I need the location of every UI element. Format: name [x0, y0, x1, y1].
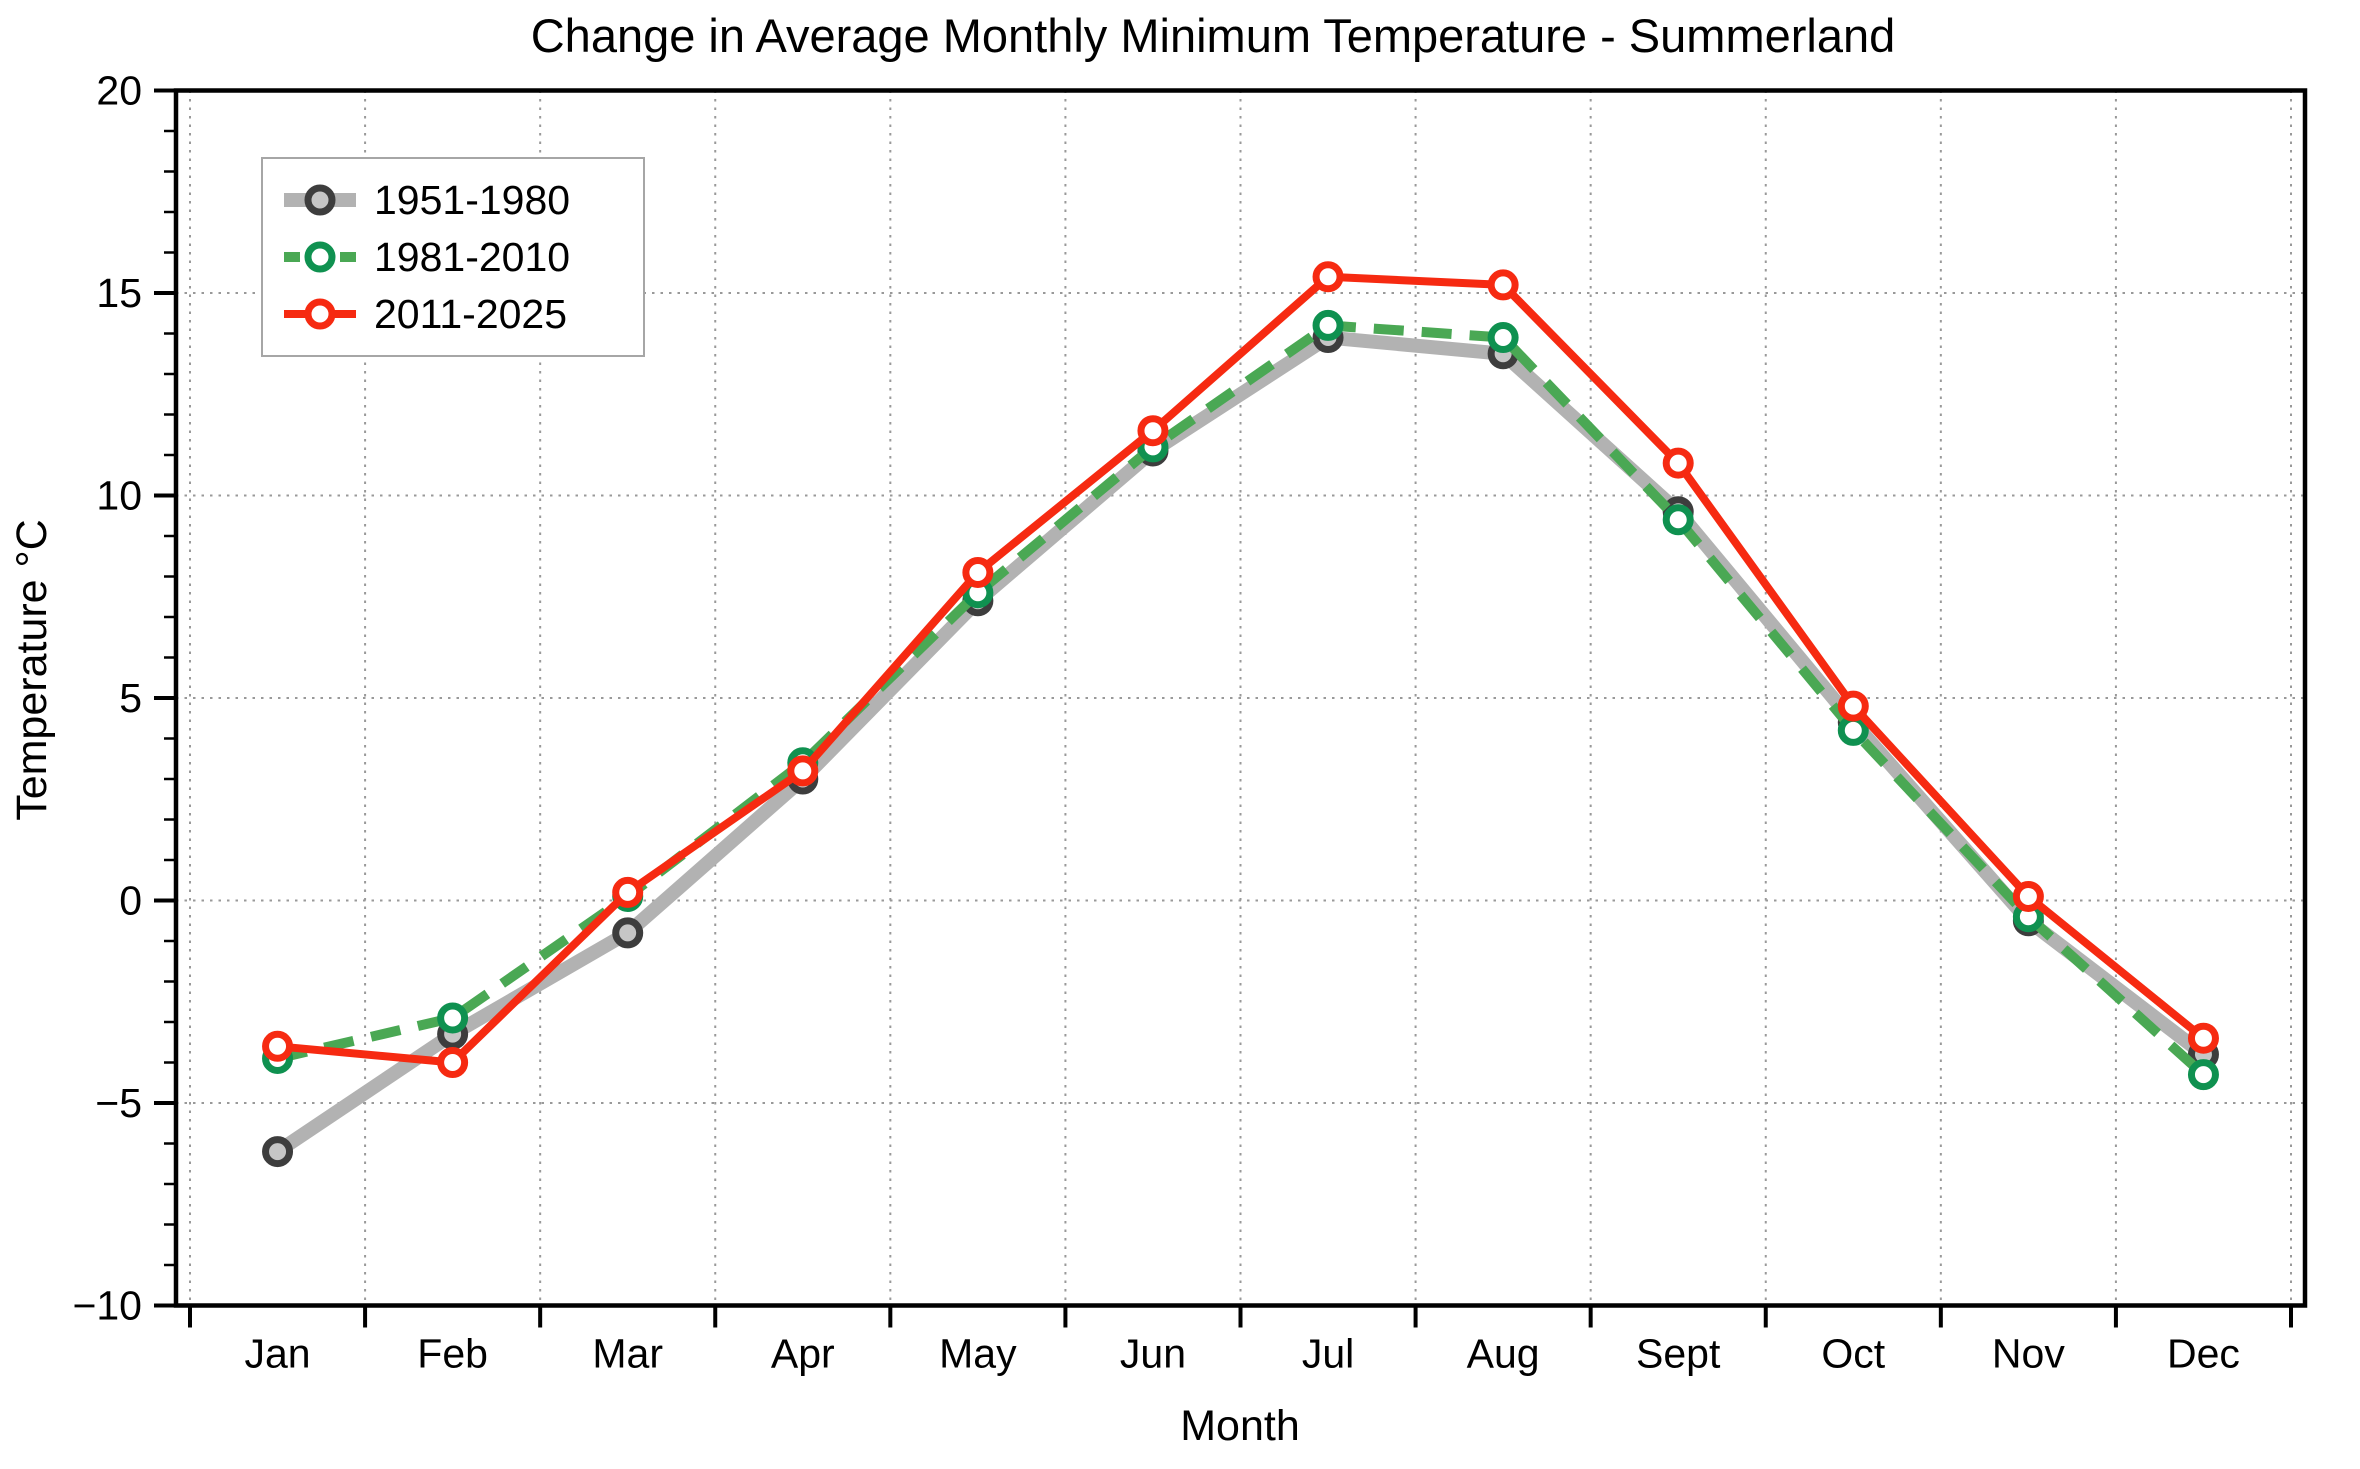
- x-tick-label: Mar: [592, 1331, 663, 1377]
- x-tick-label: Oct: [1821, 1331, 1885, 1377]
- x-tick-label: Feb: [417, 1331, 488, 1377]
- y-tick-label: −10: [72, 1283, 142, 1329]
- y-tick-label: 15: [96, 270, 142, 316]
- legend-label-1981-2010: 1981-2010: [374, 234, 570, 280]
- data-point-1951-1980-Jan: [262, 1136, 294, 1168]
- gridlines-layer: [176, 90, 2305, 1306]
- data-point-2011-2025-Sept: [1662, 447, 1694, 479]
- y-tick-label: 5: [119, 675, 142, 721]
- data-point-2011-2025-Dec: [2187, 1022, 2219, 1054]
- data-point-1981-2010-Oct: [1837, 714, 1869, 746]
- y-tick-label: 10: [96, 473, 142, 519]
- series-layer: [262, 261, 2219, 1168]
- data-point-1981-2010-Feb: [437, 1002, 469, 1034]
- legend: 1951-1980 1981-2010 2011-2025: [261, 157, 645, 357]
- data-point-2011-2025-Jul: [1312, 261, 1344, 293]
- x-tick-label: Jan: [244, 1331, 310, 1377]
- chart-title: Change in Average Monthly Minimum Temper…: [531, 9, 1896, 62]
- legend-sample-marker-1981-2010: [304, 241, 336, 273]
- x-tick-label: Apr: [771, 1331, 835, 1377]
- data-point-2011-2025-Nov: [2012, 880, 2044, 912]
- x-tick-label: Jul: [1302, 1331, 1354, 1377]
- x-tick-label: Nov: [1992, 1331, 2065, 1377]
- x-tick-label: May: [939, 1331, 1017, 1377]
- legend-label-1951-1980: 1951-1980: [374, 177, 570, 223]
- data-point-2011-2025-Feb: [437, 1047, 469, 1078]
- series-line-1951-1980: [273, 330, 2208, 1158]
- data-point-2011-2025-Oct: [1837, 690, 1869, 722]
- data-point-1981-2010-Aug: [1487, 322, 1519, 354]
- data-point-1981-2010-Dec: [2187, 1059, 2219, 1091]
- y-tick-label: 0: [119, 878, 142, 924]
- x-tick-label: Sept: [1636, 1331, 1721, 1377]
- data-point-1981-2010-Jul: [1312, 309, 1344, 341]
- legend-sample-marker-2011-2025: [304, 298, 336, 330]
- x-tick-label: Aug: [1467, 1331, 1540, 1377]
- data-point-2011-2025-Apr: [787, 755, 819, 787]
- data-point-2011-2025-Jun: [1137, 415, 1169, 447]
- data-point-1981-2010-Sept: [1662, 504, 1694, 536]
- data-point-2011-2025-Mar: [612, 876, 644, 908]
- y-tick-label: 20: [96, 68, 142, 114]
- x-tick-label: Jun: [1120, 1331, 1186, 1377]
- x-axis-label: Month: [1180, 1402, 1300, 1450]
- data-point-2011-2025-Aug: [1487, 269, 1519, 301]
- legend-sample-marker-1951-1980: [304, 184, 336, 216]
- legend-label-2011-2025: 2011-2025: [374, 291, 567, 337]
- data-point-1951-1980-Mar: [612, 917, 644, 949]
- axes-layer: 20 15 10 5 0 −5 −10 Jan Feb Mar Apr May Jun Jul Aug Sep…: [72, 68, 2308, 1377]
- y-axis-label: Temperature °C: [8, 519, 56, 821]
- y-tick-label: −5: [95, 1080, 142, 1126]
- x-tick-label: Dec: [2167, 1331, 2240, 1377]
- data-point-2011-2025-May: [962, 556, 994, 588]
- data-point-2011-2025-Jan: [262, 1030, 294, 1062]
- series-line-2011-2025: [277, 272, 2206, 1067]
